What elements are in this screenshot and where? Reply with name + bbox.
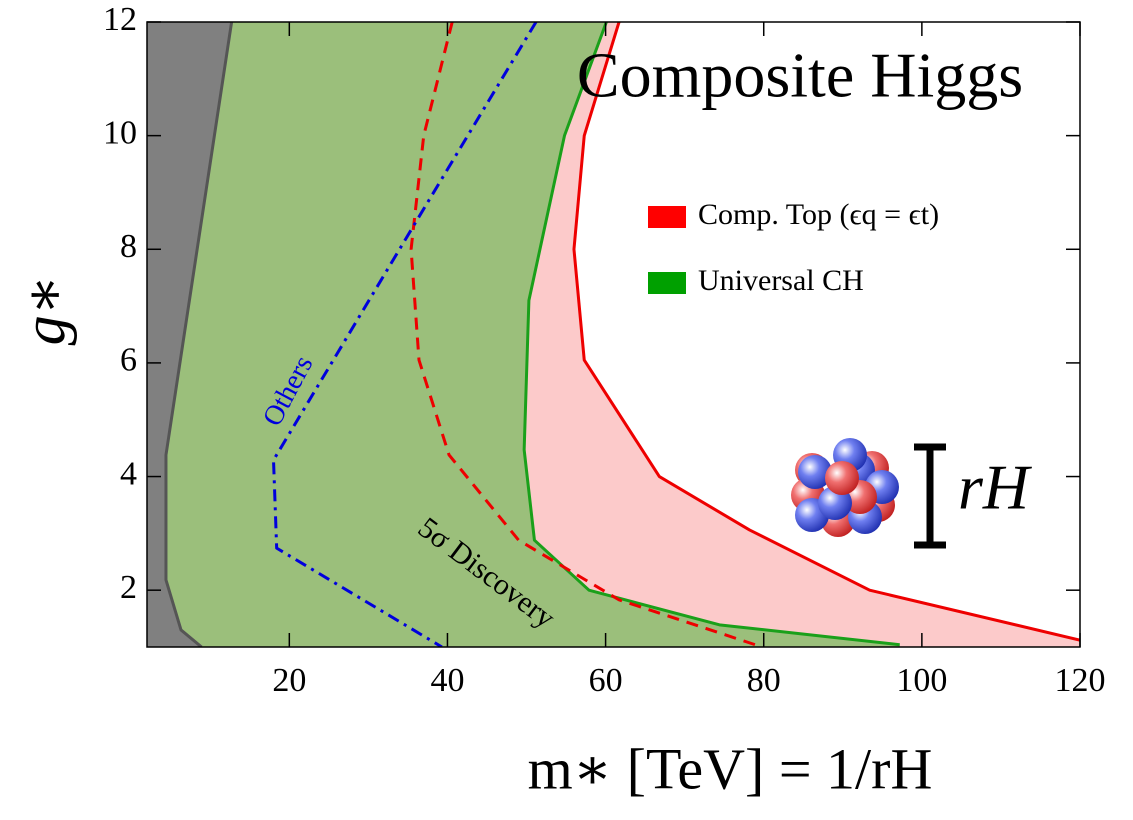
y-tick-label: 8 — [120, 228, 137, 265]
x-axis-label: m∗ [TeV] = 1/rH — [528, 736, 933, 801]
page: {"chart_data": { "type": "region", "titl… — [0, 0, 1133, 820]
x-tick-label: 100 — [896, 662, 947, 699]
radius-bracket — [914, 447, 946, 545]
y-tick-label: 10 — [103, 114, 137, 151]
legend-swatch — [648, 206, 686, 228]
annotation: rH — [958, 452, 1033, 523]
chart-title: Composite Higgs — [577, 40, 1023, 111]
regions — [147, 22, 1080, 647]
x-tick-label: 40 — [430, 662, 464, 699]
legend-label: Comp. Top (ϵq = ϵt) — [698, 198, 939, 231]
x-tick-label: 20 — [272, 662, 306, 699]
x-tick-label: 120 — [1055, 662, 1106, 699]
y-tick-label: 6 — [120, 342, 137, 379]
y-axis-label: g∗ — [11, 275, 77, 346]
nucleus-icon — [791, 438, 899, 537]
x-tick-label: 80 — [747, 662, 781, 699]
y-tick-label: 12 — [103, 1, 137, 38]
x-tick-label: 60 — [589, 662, 623, 699]
chart: 20 40 60 80 100 120 2 4 6 8 10 12 Composite Higgs C… — [0, 0, 1133, 820]
y-tick-label: 4 — [120, 455, 137, 492]
legend-label: Universal CH — [698, 264, 864, 297]
y-tick-label: 2 — [120, 569, 137, 606]
legend-swatch — [648, 272, 686, 294]
